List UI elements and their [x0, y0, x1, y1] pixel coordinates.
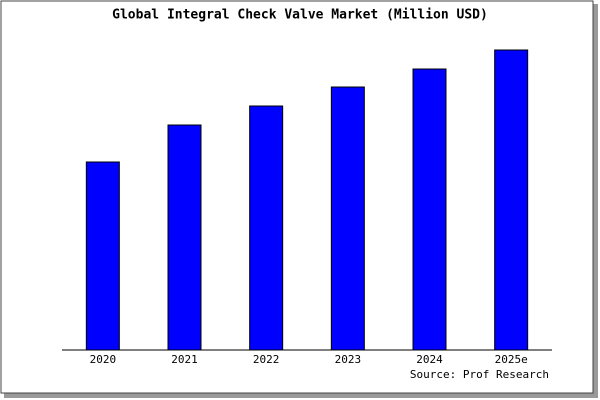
source-note: Source: Prof Research	[410, 368, 549, 381]
chart-title: Global Integral Check Valve Market (Mill…	[112, 8, 488, 23]
bar	[330, 86, 365, 351]
bar	[249, 105, 284, 351]
plot-area	[62, 48, 552, 350]
bar	[412, 68, 447, 351]
x-tick-label: 2020	[90, 353, 117, 366]
x-tick-label: 2023	[335, 353, 362, 366]
bar	[85, 161, 120, 351]
x-tick-label: 2021	[171, 353, 198, 366]
bar	[167, 124, 202, 351]
bar	[494, 49, 529, 351]
x-tick-label: 2025e	[495, 353, 528, 366]
x-tick-label: 2022	[253, 353, 280, 366]
x-tick-label: 2024	[416, 353, 443, 366]
